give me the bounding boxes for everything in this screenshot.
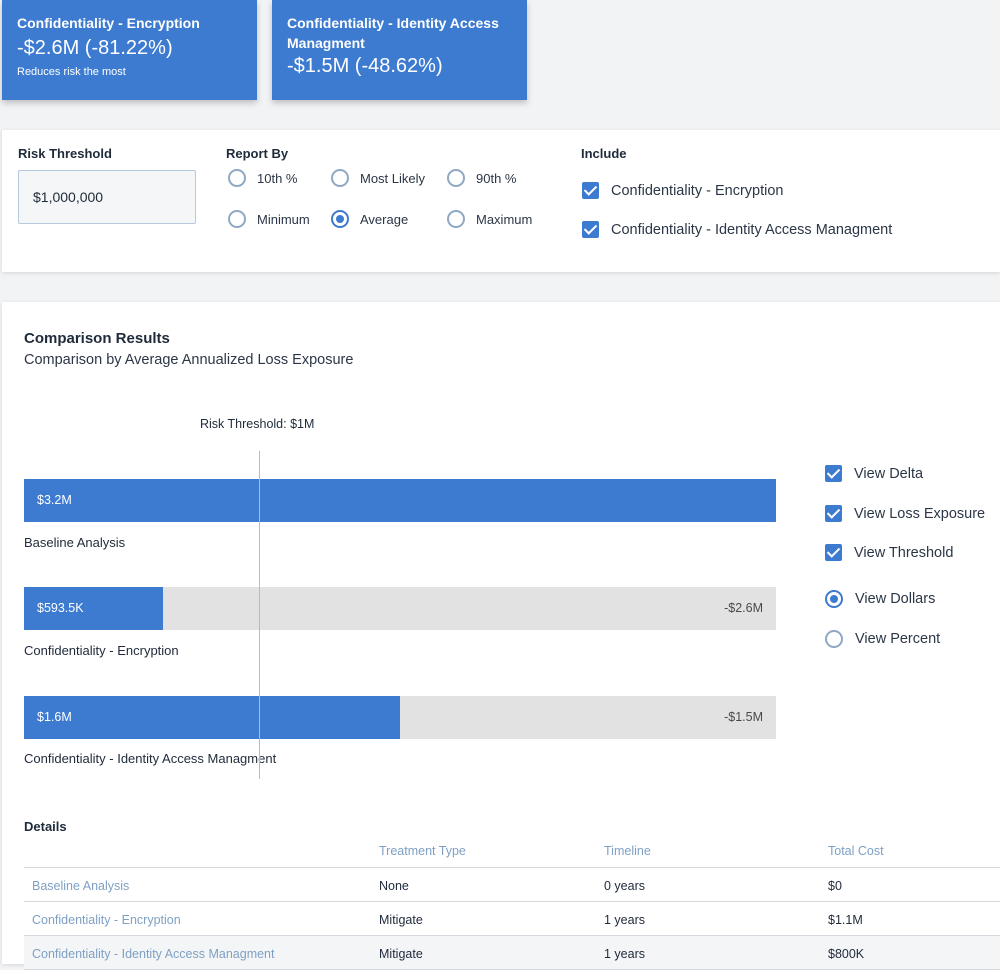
row-name-link[interactable]: Confidentiality - Identity Access Managm… bbox=[32, 947, 275, 961]
radio-selected-icon bbox=[825, 590, 843, 608]
table-row[interactable]: Baseline Analysis None 0 years $0 bbox=[24, 868, 1000, 902]
bar-name-label: Confidentiality - Encryption bbox=[24, 643, 179, 658]
summary-card-encryption[interactable]: Confidentiality - Encryption -$2.6M (-81… bbox=[2, 0, 257, 100]
row-timeline: 1 years bbox=[604, 947, 645, 961]
card-note: Reduces risk the most bbox=[17, 66, 126, 78]
column-header-total-cost[interactable]: Total Cost bbox=[828, 844, 884, 858]
card-value: -$1.5M (-48.62%) bbox=[287, 55, 443, 77]
bar-value-label: $1.6M bbox=[37, 710, 72, 724]
results-title: Comparison Results bbox=[24, 330, 170, 347]
table-header-row: Treatment Type Timeline Total Cost bbox=[24, 834, 1000, 868]
bar-value-label: $593.5K bbox=[37, 601, 84, 615]
include-encryption-checkbox[interactable]: Confidentiality - Encryption bbox=[582, 182, 783, 199]
row-total-cost: $0 bbox=[828, 879, 842, 893]
radio-selected-icon bbox=[331, 210, 349, 228]
view-dollars-radio[interactable]: View Dollars bbox=[825, 590, 935, 608]
view-delta-checkbox[interactable]: View Delta bbox=[825, 465, 923, 482]
table-row[interactable]: Confidentiality - Identity Access Managm… bbox=[24, 936, 1000, 970]
report-option-minimum[interactable]: Minimum bbox=[228, 210, 310, 228]
report-option-average[interactable]: Average bbox=[331, 210, 408, 228]
risk-threshold-marker-label: Risk Threshold: $1M bbox=[200, 417, 315, 431]
view-threshold-checkbox[interactable]: View Threshold bbox=[825, 544, 953, 561]
radio-icon bbox=[228, 210, 246, 228]
card-title: Confidentiality - Identity Access Managm… bbox=[287, 15, 499, 51]
risk-threshold-label: Risk Threshold bbox=[18, 146, 112, 161]
row-name-link[interactable]: Confidentiality - Encryption bbox=[32, 913, 181, 927]
settings-panel: Risk Threshold Report By 10th % Most Lik… bbox=[2, 130, 1000, 272]
row-treatment-type: None bbox=[379, 879, 409, 893]
bar-delta-label: -$2.6M bbox=[724, 601, 763, 615]
summary-card-identity-access[interactable]: Confidentiality - Identity Access Managm… bbox=[272, 0, 527, 100]
bar-delta-label: -$1.5M bbox=[724, 710, 763, 724]
bar-fill bbox=[24, 479, 776, 522]
bar-fill bbox=[24, 587, 163, 630]
checkbox-checked-icon bbox=[825, 465, 842, 482]
column-header-treatment-type[interactable]: Treatment Type bbox=[379, 844, 466, 858]
table-row[interactable]: Confidentiality - Encryption Mitigate 1 … bbox=[24, 902, 1000, 936]
row-total-cost: $1.1M bbox=[828, 913, 863, 927]
include-label: Include bbox=[581, 146, 627, 161]
bar-identity-access[interactable]: $1.6M -$1.5M bbox=[24, 696, 776, 739]
bar-encryption[interactable]: $593.5K -$2.6M bbox=[24, 587, 776, 630]
bar-fill bbox=[24, 696, 400, 739]
row-timeline: 1 years bbox=[604, 913, 645, 927]
radio-icon bbox=[447, 169, 465, 187]
report-option-10th[interactable]: 10th % bbox=[228, 169, 297, 187]
checkbox-checked-icon bbox=[582, 182, 599, 199]
row-total-cost: $800K bbox=[828, 947, 865, 961]
bar-name-label: Baseline Analysis bbox=[24, 535, 126, 550]
bar-value-label: $3.2M bbox=[37, 493, 72, 507]
checkbox-checked-icon bbox=[825, 505, 842, 522]
view-loss-exposure-checkbox[interactable]: View Loss Exposure bbox=[825, 505, 985, 522]
report-by-label: Report By bbox=[226, 146, 289, 161]
checkbox-checked-icon bbox=[825, 544, 842, 561]
details-title: Details bbox=[24, 819, 67, 834]
row-treatment-type: Mitigate bbox=[379, 947, 423, 961]
column-header-timeline[interactable]: Timeline bbox=[604, 844, 651, 858]
row-timeline: 0 years bbox=[604, 879, 645, 893]
radio-icon bbox=[447, 210, 465, 228]
bar-name-label: Confidentiality - Identity Access Managm… bbox=[24, 751, 277, 766]
include-identity-access-checkbox[interactable]: Confidentiality - Identity Access Managm… bbox=[582, 221, 892, 238]
checkbox-checked-icon bbox=[582, 221, 599, 238]
report-option-most-likely[interactable]: Most Likely bbox=[331, 169, 425, 187]
card-value: -$2.6M (-81.22%) bbox=[17, 37, 173, 59]
row-treatment-type: Mitigate bbox=[379, 913, 423, 927]
radio-icon bbox=[825, 630, 843, 648]
report-option-maximum[interactable]: Maximum bbox=[447, 210, 532, 228]
row-name-link[interactable]: Baseline Analysis bbox=[32, 879, 130, 893]
details-table: Treatment Type Timeline Total Cost Basel… bbox=[24, 834, 1000, 970]
view-percent-radio[interactable]: View Percent bbox=[825, 630, 940, 648]
risk-threshold-input[interactable] bbox=[18, 170, 196, 224]
risk-threshold-line bbox=[259, 451, 260, 779]
results-subtitle: Comparison by Average Annualized Loss Ex… bbox=[24, 352, 354, 368]
card-title: Confidentiality - Encryption bbox=[17, 15, 200, 31]
report-option-90th[interactable]: 90th % bbox=[447, 169, 516, 187]
radio-icon bbox=[331, 169, 349, 187]
radio-icon bbox=[228, 169, 246, 187]
bar-baseline[interactable]: $3.2M bbox=[24, 479, 776, 522]
